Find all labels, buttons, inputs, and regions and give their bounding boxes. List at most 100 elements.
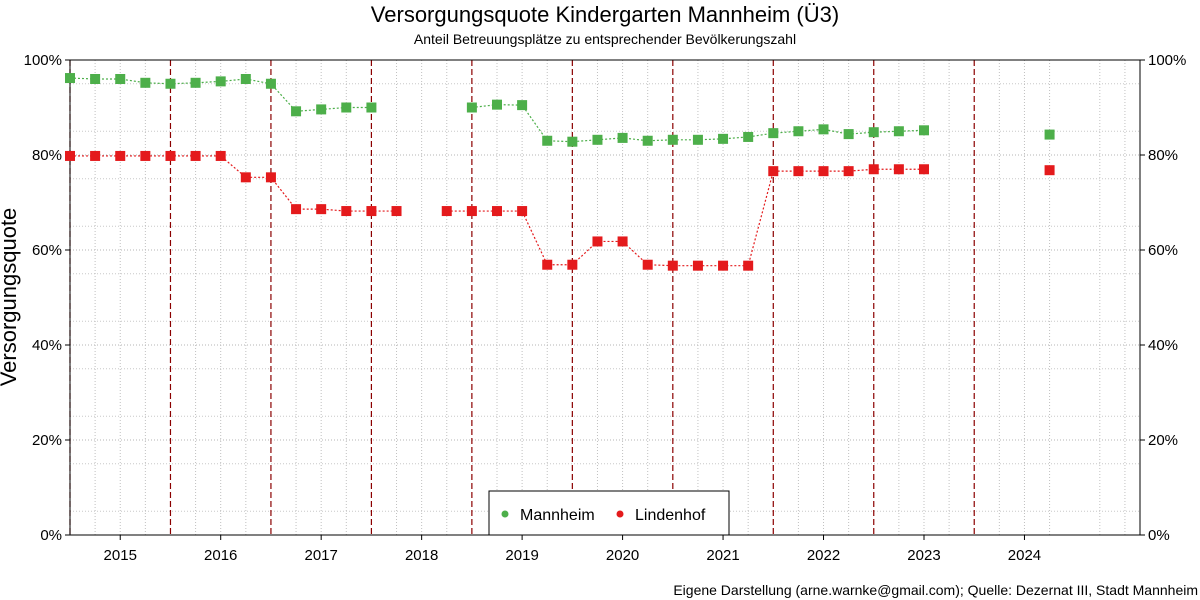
data-point-mannheim [215, 76, 226, 87]
y-tick-label-right: 40% [1148, 337, 1178, 354]
data-point-lindenhof [466, 206, 477, 217]
data-point-lindenhof [692, 260, 703, 271]
data-point-mannheim [265, 78, 276, 89]
data-point-lindenhof [793, 166, 804, 177]
data-point-mannheim [718, 133, 729, 144]
data-point-lindenhof [918, 164, 929, 175]
data-point-lindenhof [592, 236, 603, 247]
data-point-mannheim [567, 136, 578, 147]
y-tick-label-right: 20% [1148, 432, 1178, 449]
data-point-mannheim [768, 128, 779, 139]
data-point-lindenhof [215, 150, 226, 161]
data-point-lindenhof [90, 150, 101, 161]
data-point-lindenhof [843, 166, 854, 177]
legend-box [488, 490, 730, 536]
data-point-lindenhof [517, 206, 528, 217]
axes: 0% 0% 20% 20% 40% 40% 60% 60% 80% 80% 100% 100% 2015… [24, 52, 1187, 564]
data-point-mannheim [240, 74, 251, 84]
x-tick-label: 2016 [204, 547, 237, 564]
x-tick-label: 2023 [907, 547, 940, 564]
data-point-lindenhof [165, 150, 176, 161]
data-point-lindenhof [441, 206, 452, 217]
x-tick-label: 2022 [807, 547, 840, 564]
data-point-lindenhof [316, 204, 327, 215]
data-point-mannheim [65, 73, 75, 84]
legend-label-mannheim: Mannheim [520, 507, 595, 524]
series-line-lindenhof [446, 168, 924, 267]
data-point-mannheim [868, 127, 879, 138]
chart-title: Versorgungsquote Kindergarten Mannheim (… [371, 2, 839, 27]
x-tick-label: 2017 [304, 547, 337, 564]
data-point-mannheim [542, 135, 553, 146]
y-tick-label-right: 0% [1148, 527, 1170, 544]
data-point-lindenhof [115, 150, 126, 161]
x-tick-label: 2024 [1008, 547, 1041, 564]
data-point-mannheim [592, 134, 603, 145]
data-point-mannheim [115, 74, 126, 84]
data-point-lindenhof [743, 260, 754, 271]
data-point-mannheim [190, 77, 201, 88]
data-point-lindenhof [65, 150, 75, 161]
y-tick-label-left: 0% [40, 527, 62, 544]
chart-caption: Eigene Darstellung (arne.warnke@gmail.co… [673, 582, 1198, 598]
data-point-mannheim [617, 132, 628, 143]
series-line-lindenhof [70, 155, 397, 212]
data-point-lindenhof [893, 164, 904, 175]
chart-subtitle: Anteil Betreuungsplätze zu entsprechende… [414, 31, 796, 47]
data-point-mannheim [90, 74, 101, 84]
data-point-lindenhof [868, 164, 879, 175]
data-point-lindenhof [140, 150, 151, 161]
series-mannheim [65, 73, 1055, 147]
data-point-mannheim [491, 99, 502, 110]
data-point-mannheim [316, 104, 327, 115]
data-point-mannheim [642, 135, 653, 146]
data-point-mannheim [743, 131, 754, 142]
data-point-lindenhof [542, 259, 553, 270]
data-point-lindenhof [391, 206, 402, 217]
data-point-mannheim [366, 102, 377, 113]
y-tick-label-left: 60% [32, 242, 62, 259]
data-point-lindenhof [718, 260, 729, 271]
y-axis-label: Versorgungsquote [0, 208, 21, 387]
series-layer [65, 73, 1055, 271]
y-tick-label-right: 100% [1148, 52, 1186, 69]
data-point-lindenhof [617, 236, 628, 247]
x-tick-label: 2019 [505, 547, 538, 564]
x-tick-label: 2021 [706, 547, 739, 564]
legend: Mannheim Lindenhof [488, 490, 730, 536]
data-point-mannheim [466, 102, 477, 113]
data-point-lindenhof [642, 259, 653, 270]
data-point-lindenhof [1044, 165, 1055, 176]
data-point-mannheim [1044, 129, 1055, 140]
x-tick-label: 2018 [405, 547, 438, 564]
y-tick-label-right: 60% [1148, 242, 1178, 259]
data-point-mannheim [818, 124, 829, 135]
data-point-mannheim [843, 129, 854, 140]
data-point-lindenhof [291, 204, 302, 215]
legend-marker-mannheim [501, 510, 509, 518]
data-point-lindenhof [190, 150, 201, 161]
y-tick-label-left: 40% [32, 337, 62, 354]
y-tick-label-left: 100% [24, 52, 62, 69]
series-lindenhof [65, 150, 1055, 271]
data-point-mannheim [893, 126, 904, 137]
grid [70, 59, 1140, 536]
data-point-mannheim [517, 100, 528, 111]
data-point-mannheim [165, 78, 176, 89]
data-point-mannheim [918, 125, 929, 136]
data-point-lindenhof [240, 172, 251, 183]
data-point-lindenhof [265, 172, 276, 183]
data-point-mannheim [667, 134, 678, 145]
y-tick-label-right: 80% [1148, 147, 1178, 164]
data-point-lindenhof [667, 260, 678, 271]
data-point-lindenhof [567, 259, 578, 270]
legend-marker-lindenhof [616, 510, 624, 518]
data-point-mannheim [341, 102, 352, 113]
data-point-lindenhof [366, 206, 377, 217]
data-point-lindenhof [818, 166, 829, 177]
data-point-lindenhof [491, 206, 502, 217]
legend-label-lindenhof: Lindenhof [635, 507, 706, 524]
data-point-mannheim [140, 77, 151, 88]
data-point-mannheim [692, 134, 703, 145]
